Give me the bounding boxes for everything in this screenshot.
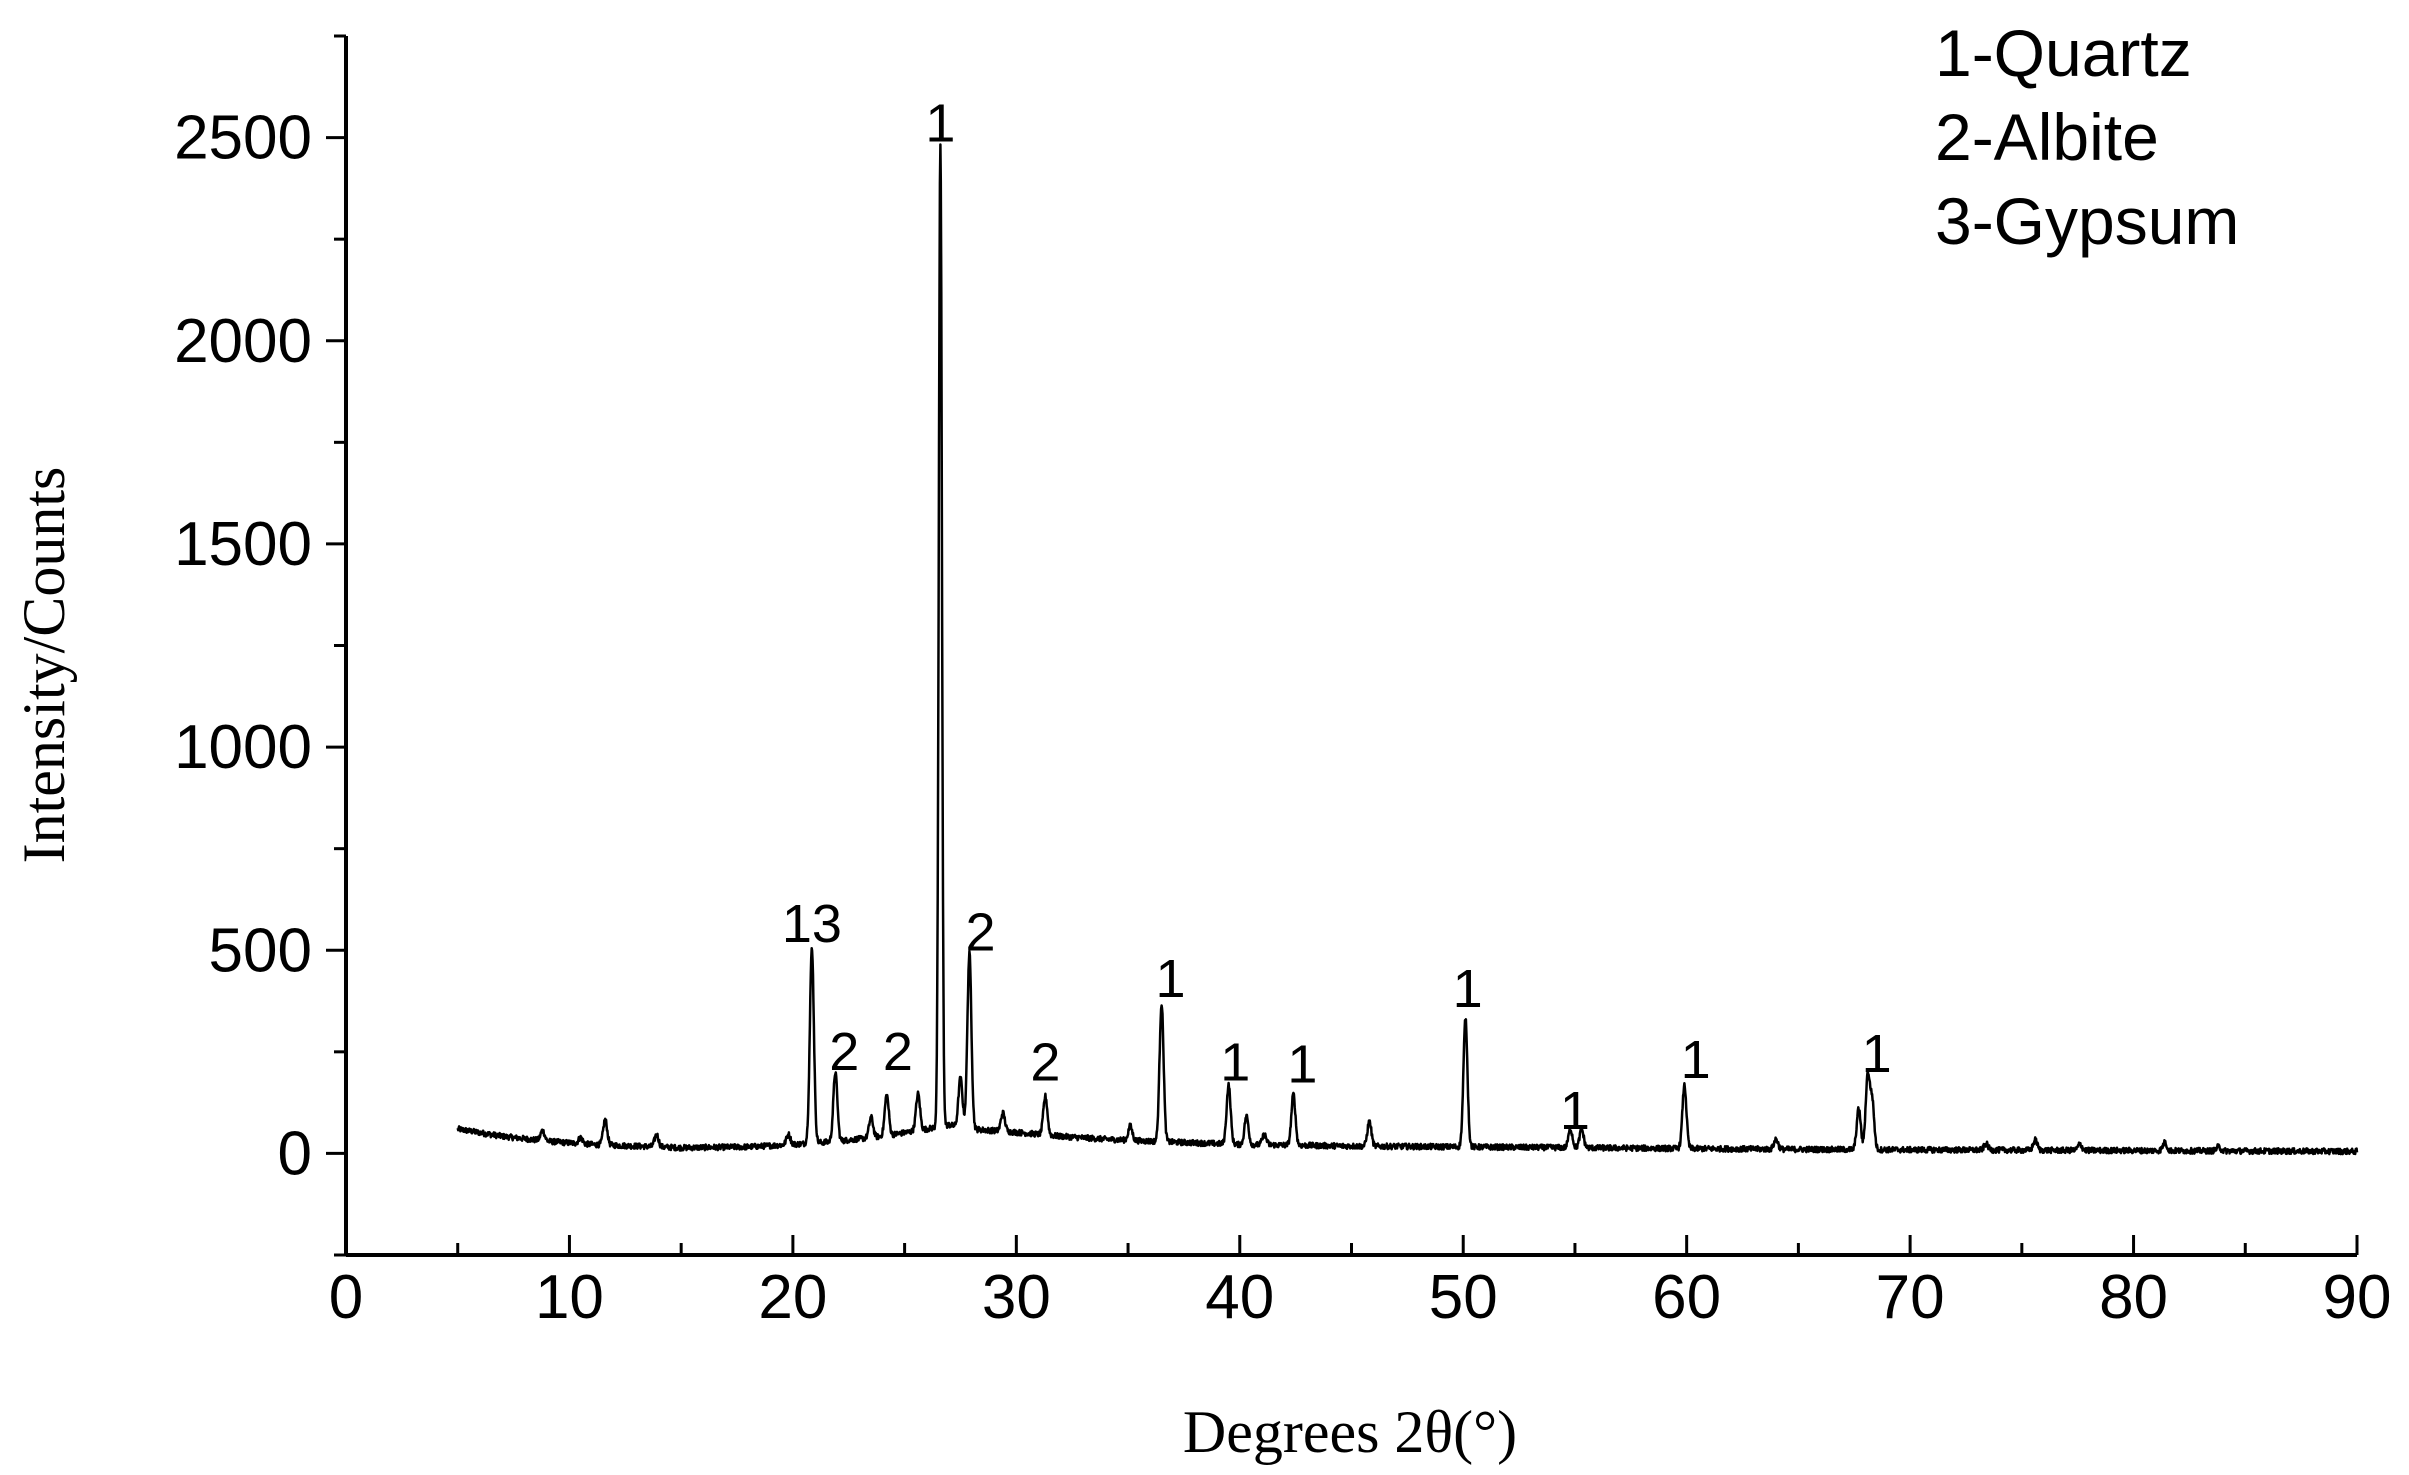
y-axis-tick-labels: 0 500 1000 1500 2000 2500 — [174, 104, 312, 1189]
x-tick-label: 20 — [758, 1263, 827, 1332]
peak-label: 1 — [1560, 1081, 1590, 1141]
peak-label: 2 — [829, 1022, 859, 1082]
peak-label: 1 — [1220, 1032, 1250, 1092]
x-tick-label: 30 — [982, 1263, 1051, 1332]
y-tick-label: 500 — [209, 916, 312, 985]
peak-label: 2 — [883, 1022, 913, 1082]
y-axis-ticks — [326, 34, 346, 1257]
y-tick-label: 2000 — [174, 307, 312, 376]
x-tick-label: 80 — [2099, 1263, 2168, 1332]
y-tick-label: 1500 — [174, 510, 312, 579]
y-tick-label: 1000 — [174, 713, 312, 782]
y-tick-label: 0 — [278, 1119, 312, 1188]
peak-label: 1 — [1862, 1024, 1892, 1084]
x-tick-label: 60 — [1652, 1263, 1721, 1332]
x-tick-label: 40 — [1205, 1263, 1274, 1332]
peak-label: 1 — [1681, 1030, 1711, 1090]
peak-label: 2 — [966, 902, 996, 962]
legend-item-gypsum: 3-Gypsum — [1935, 184, 2239, 258]
peak-label: 1 — [1155, 949, 1185, 1009]
x-tick-label: 10 — [535, 1263, 604, 1332]
x-tick-label: 90 — [2323, 1263, 2392, 1332]
peak-label: 1 — [1453, 959, 1483, 1019]
x-axis-tick-labels: 0 10 20 30 40 50 60 70 80 90 — [329, 1263, 2392, 1332]
legend-item-albite: 2-Albite — [1935, 100, 2159, 174]
peak-label: 1 — [925, 94, 955, 154]
legend: 1-Quartz 2-Albite 3-Gypsum — [1935, 16, 2239, 258]
x-axis-title: Degrees 2θ(°) — [1183, 1399, 1517, 1465]
y-tick-label: 2500 — [174, 104, 312, 173]
x-axis-ticks — [344, 1235, 2359, 1255]
x-tick-label: 0 — [329, 1263, 363, 1332]
peak-label: 2 — [1030, 1032, 1060, 1092]
peak-label: 13 — [782, 894, 842, 954]
peak-label: 1 — [1287, 1034, 1317, 1094]
x-tick-label: 50 — [1429, 1263, 1498, 1332]
legend-item-quartz: 1-Quartz — [1935, 16, 2192, 90]
y-axis-title: Intensity/Counts — [11, 467, 77, 864]
xrd-pattern-line — [456, 143, 2359, 1156]
x-tick-label: 70 — [1876, 1263, 1945, 1332]
